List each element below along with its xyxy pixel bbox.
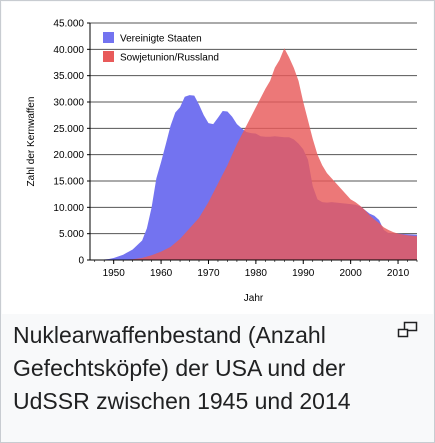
y-tick-label: 0 bbox=[78, 256, 84, 267]
axes bbox=[87, 22, 418, 264]
series-areas bbox=[90, 48, 417, 261]
y-tick-label: 15.000 bbox=[53, 177, 84, 188]
y-tick-label: 30.000 bbox=[53, 98, 84, 109]
legend-swatch-usa bbox=[103, 32, 114, 43]
y-tick-label: 25.000 bbox=[53, 124, 84, 135]
y-tick-label: 45.000 bbox=[53, 19, 84, 30]
y-tick-label: 40.000 bbox=[53, 45, 84, 56]
y-tick-label: 10.000 bbox=[53, 203, 84, 214]
x-tick-label: 2000 bbox=[340, 268, 363, 279]
x-tick-label: 1960 bbox=[150, 268, 173, 279]
chart-image[interactable]: 0 5.000 10.000 15.000 20.000 25.000 30.000 35.0… bbox=[2, 2, 433, 314]
x-tick-label: 1990 bbox=[292, 268, 315, 279]
magnify-clip-icon[interactable] bbox=[397, 321, 419, 339]
legend-label-usa: Vereinigte Staaten bbox=[120, 34, 202, 45]
nuclear-stockpile-chart: 0 5.000 10.000 15.000 20.000 25.000 30.000 35.0… bbox=[26, 19, 418, 304]
legend: Vereinigte Staaten Sowjetunion/Russland bbox=[103, 32, 219, 64]
figure-caption: Nuklearwaffenbestand (Anzahl Gefechtsköp… bbox=[13, 322, 351, 414]
legend-label-ussr: Sowjetunion/Russland bbox=[120, 53, 219, 64]
x-tick-label: 1970 bbox=[197, 268, 220, 279]
legend-swatch-ussr bbox=[103, 51, 114, 62]
x-axis-label: Jahr bbox=[244, 293, 264, 304]
x-tick-labels: 1950 1960 1970 1980 1990 2000 2010 bbox=[103, 268, 410, 279]
caption-area: Nuklearwaffenbestand (Anzahl Gefechtsköp… bbox=[13, 319, 393, 418]
x-tick-label: 2010 bbox=[387, 268, 410, 279]
y-tick-labels: 0 5.000 10.000 15.000 20.000 25.000 30.000 35.0… bbox=[53, 19, 84, 267]
x-tick-label: 1980 bbox=[245, 268, 268, 279]
x-tick-label: 1950 bbox=[103, 268, 126, 279]
y-tick-label: 20.000 bbox=[53, 150, 84, 161]
y-tick-label: 5.000 bbox=[59, 229, 84, 240]
y-tick-label: 35.000 bbox=[53, 71, 84, 82]
y-axis-label: Zahl der Kernwaffen bbox=[26, 97, 37, 187]
series-area-ussr bbox=[90, 48, 417, 260]
